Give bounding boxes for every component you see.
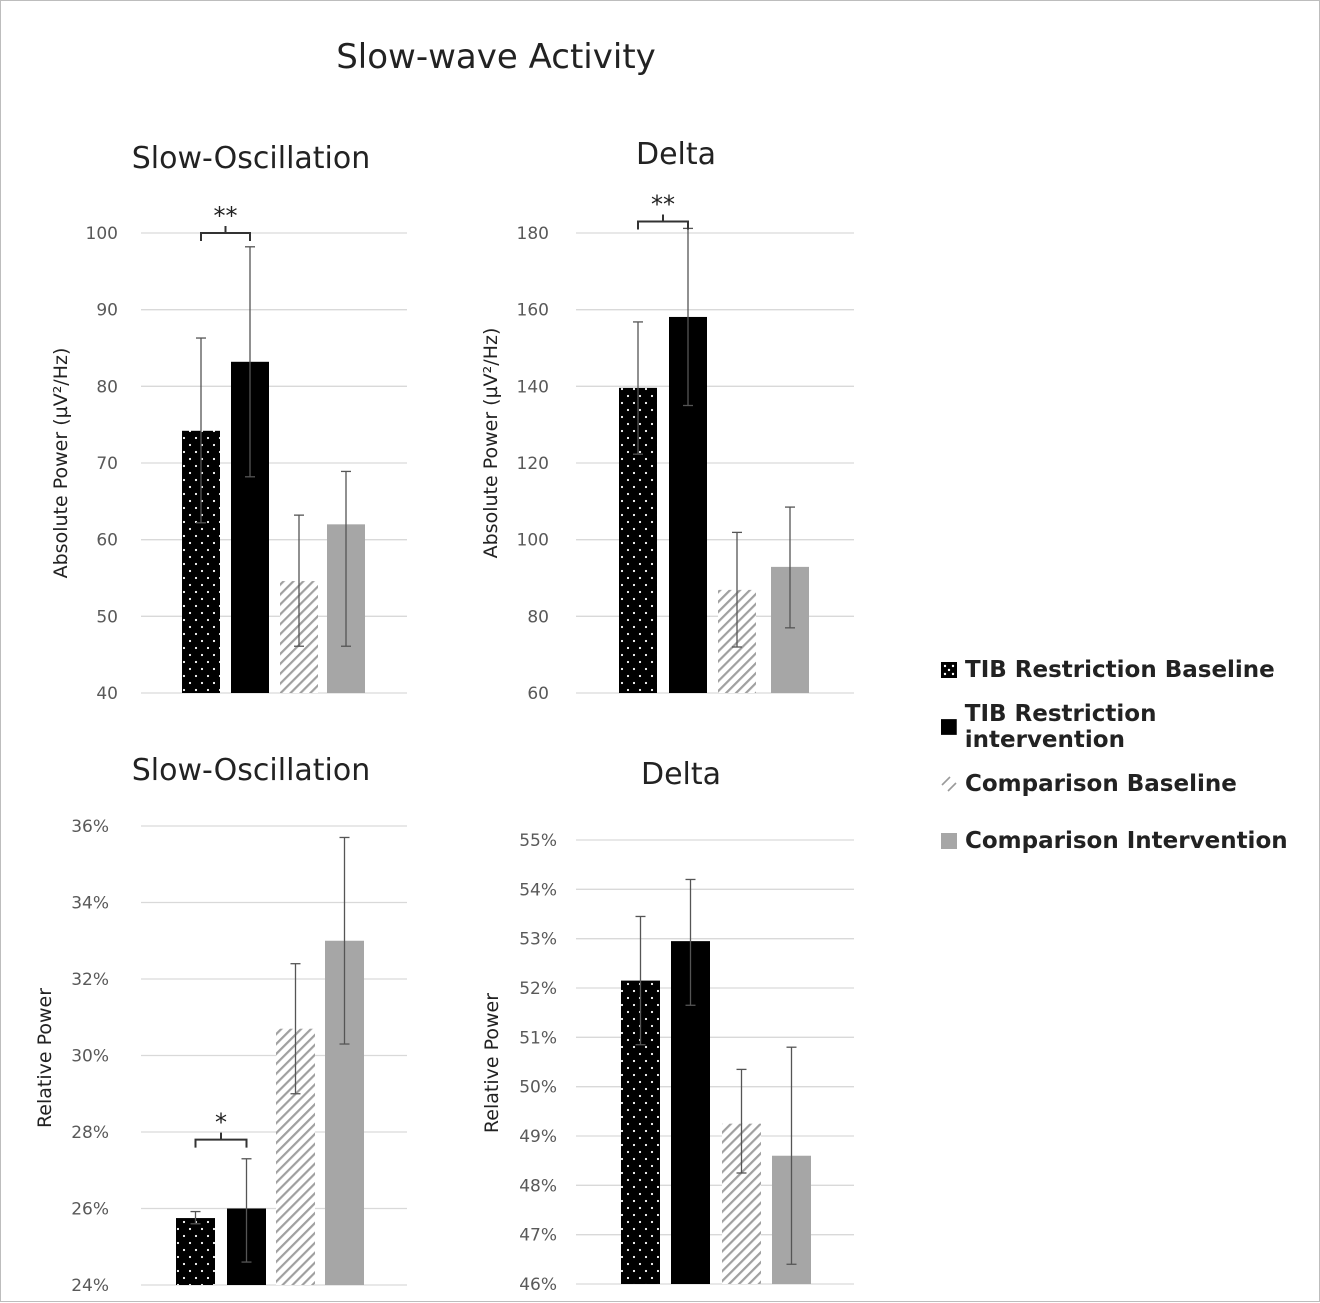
- y-tick-label: 49%: [519, 1127, 557, 1147]
- legend-item-tib-intervention: TIB Restriction intervention: [941, 698, 1319, 755]
- y-tick-label: 60: [527, 684, 549, 704]
- error-bar-comparison-baseline: [290, 963, 301, 1095]
- error-bar-comparison-intervention: [339, 836, 350, 1045]
- y-tick-label: 46%: [519, 1275, 557, 1295]
- panel-title-slow-oscillation-absolute: Slow-Oscillation: [131, 141, 371, 176]
- y-tick-label: 90: [96, 301, 118, 321]
- y-tick-label: 180: [517, 224, 549, 244]
- y-axis-label: Relative Power: [34, 988, 56, 1128]
- bar-tib-baseline: [176, 1218, 215, 1285]
- error-bar-tib-baseline: [633, 321, 643, 455]
- error-bar-comparison-intervention: [786, 1046, 797, 1265]
- error-bar-tib-baseline: [196, 337, 206, 524]
- legend-label: TIB Restriction Baseline: [965, 656, 1275, 683]
- y-tick-label: 40: [96, 684, 118, 704]
- y-tick-label: 54%: [519, 880, 557, 900]
- error-bar-tib-baseline: [190, 1210, 201, 1225]
- y-tick-label: 34%: [71, 894, 109, 914]
- error-bar-tib-intervention: [685, 878, 696, 1006]
- significance-label: **: [651, 191, 675, 219]
- y-tick-label: 100: [517, 531, 549, 551]
- y-tick-label: 47%: [519, 1226, 557, 1246]
- legend-item-comparison-intervention: Comparison Intervention: [941, 812, 1319, 869]
- y-tick-label: 28%: [71, 1123, 109, 1143]
- legend-label: TIB Restriction intervention: [964, 700, 1157, 753]
- legend-swatch-hatched-gray: [941, 775, 957, 792]
- significance-label: *: [215, 1109, 227, 1137]
- significance-bracket: [200, 226, 251, 241]
- y-tick-label: 48%: [519, 1176, 557, 1196]
- legend-item-tib-baseline: TIB Restriction Baseline: [941, 641, 1319, 698]
- error-bar-comparison-intervention: [785, 506, 795, 629]
- legend-swatch-dotted-black: [941, 661, 957, 678]
- y-axis-label: Absolute Power (µV²/Hz): [50, 348, 72, 579]
- panel-title-delta-relative: Delta: [640, 757, 722, 792]
- legend-label: Comparison Baseline: [965, 770, 1237, 797]
- legend-swatch-solid-gray: [941, 832, 957, 849]
- legend-label: Comparison Intervention: [965, 827, 1288, 854]
- y-tick-label: 60: [96, 531, 118, 551]
- significance-bracket: [637, 214, 689, 230]
- y-tick-label: 51%: [519, 1028, 557, 1048]
- y-tick-label: 52%: [519, 979, 557, 999]
- figure-title: Slow-wave Activity: [336, 37, 656, 77]
- y-tick-label: 160: [517, 301, 549, 321]
- y-tick-label: 140: [517, 377, 549, 397]
- error-bar-comparison-baseline: [736, 1068, 747, 1174]
- error-bar-tib-intervention: [245, 246, 255, 478]
- error-bar-comparison-baseline: [294, 514, 304, 647]
- legend-swatch-solid-black: [941, 718, 957, 735]
- error-bar-tib-intervention: [241, 1158, 252, 1263]
- error-bar-tib-baseline: [635, 915, 646, 1046]
- y-tick-label: 30%: [71, 1047, 109, 1067]
- y-tick-label: 70: [96, 454, 118, 474]
- legend: TIB Restriction Baseline TIB Restriction…: [941, 641, 1319, 869]
- error-bar-comparison-baseline: [732, 531, 742, 648]
- y-tick-label: 36%: [71, 817, 109, 837]
- y-tick-label: 120: [517, 454, 549, 474]
- y-tick-label: 24%: [71, 1276, 109, 1296]
- y-axis-label: Relative Power: [481, 993, 503, 1133]
- y-tick-label: 55%: [519, 831, 557, 851]
- y-axis-label: Absolute Power (µV²/Hz): [480, 328, 502, 559]
- significance-bracket: [194, 1132, 248, 1148]
- y-tick-label: 53%: [519, 930, 557, 950]
- error-bar-comparison-intervention: [341, 470, 351, 647]
- y-tick-label: 50: [96, 607, 118, 627]
- y-tick-label: 100: [86, 224, 118, 244]
- y-tick-label: 50%: [519, 1078, 557, 1098]
- panel-title-slow-oscillation-relative: Slow-Oscillation: [131, 753, 371, 788]
- y-tick-label: 26%: [71, 1200, 109, 1220]
- panel-title-delta-absolute: Delta: [635, 137, 717, 172]
- y-tick-label: 32%: [71, 970, 109, 990]
- y-tick-label: 80: [527, 607, 549, 627]
- legend-item-comparison-baseline: Comparison Baseline: [941, 755, 1319, 812]
- significance-label: **: [214, 202, 238, 230]
- y-tick-label: 80: [96, 377, 118, 397]
